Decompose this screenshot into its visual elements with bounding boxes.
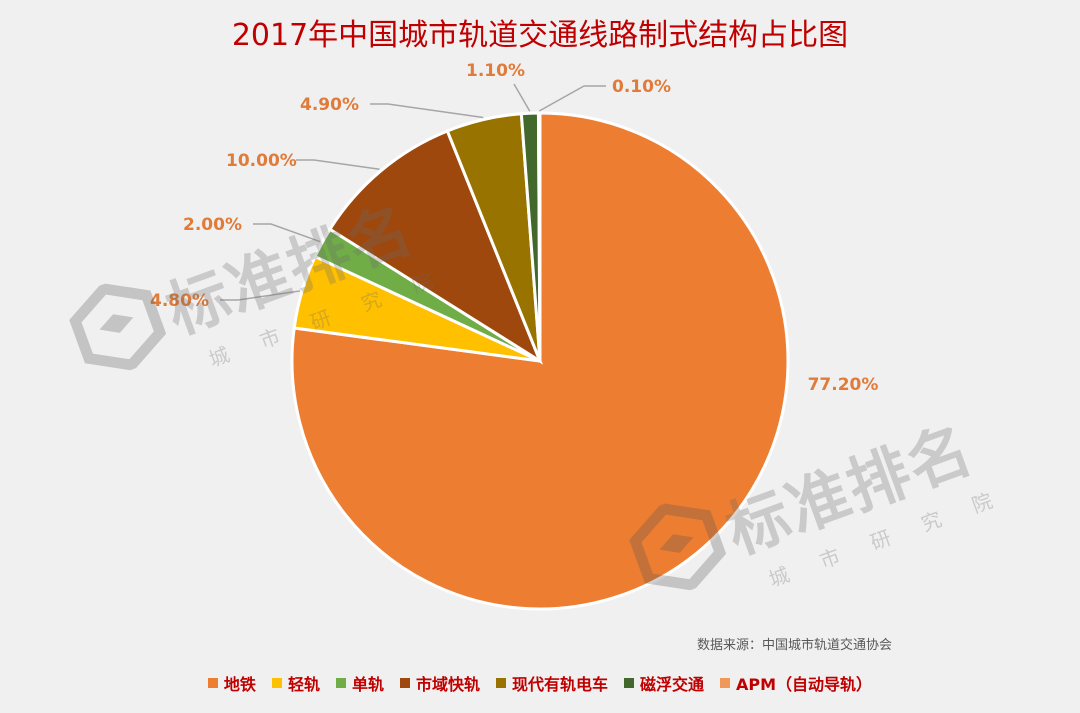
label-apm: 0.10% [612,77,671,97]
leader-line [538,85,606,112]
legend-label: APM（自动导轨） [736,675,873,694]
legend-swatch [720,678,731,688]
slice-suburban-rail [327,129,544,365]
pie-data-labels: 77.20% 4.80% 2.00% 10.00% 4.90% 1.10% 0.10% [150,61,878,395]
legend-item-subway: 地铁 [207,671,256,695]
legend-swatch [399,678,410,688]
pie-slices [290,111,790,611]
chart-title: 2017年中国城市轨道交通线路制式结构占比图 [231,18,849,53]
legend-swatch [335,678,346,688]
leader-line [253,223,321,243]
legend-label: 地铁 [223,675,256,694]
chart-legend: 地铁 轻轨 单轨 市域快轨 现代有轨电车 磁浮交通 APM（自动导轨） [0,671,1080,695]
legend-label: 磁浮交通 [640,675,705,694]
leader-line [370,103,484,119]
label-subway: 77.20% [808,375,879,395]
legend-item-tram: 现代有轨电车 [495,671,608,695]
label-suburban-rail: 10.00% [226,151,297,171]
legend-label: 单轨 [351,675,384,694]
label-monorail: 2.00% [183,215,242,235]
legend-swatch [624,678,634,688]
legend-label: 市域快轨 [415,675,480,694]
label-light-rail: 4.80% [150,291,209,311]
label-tram: 4.90% [300,95,359,115]
legend-item-light-rail: 轻轨 [271,671,320,695]
legend-item-suburban-rail: 市域快轨 [399,671,480,695]
slice-apm [536,111,542,362]
legend-label: 现代有轨电车 [511,675,608,694]
leader-line [513,83,531,112]
legend-swatch [271,678,282,688]
legend-item-apm: APM（自动导轨） [720,671,872,695]
leader-line [220,290,301,301]
legend-swatch [495,678,506,688]
legend-label: 轻轨 [287,675,320,694]
legend-item-monorail: 单轨 [335,671,384,695]
label-maglev: 1.10% [466,61,525,81]
legend-swatch [207,678,218,688]
source-note: 数据来源：中国城市轨道交通协会 [696,638,892,653]
leader-line [296,159,380,171]
legend-item-maglev: 磁浮交通 [624,671,704,695]
